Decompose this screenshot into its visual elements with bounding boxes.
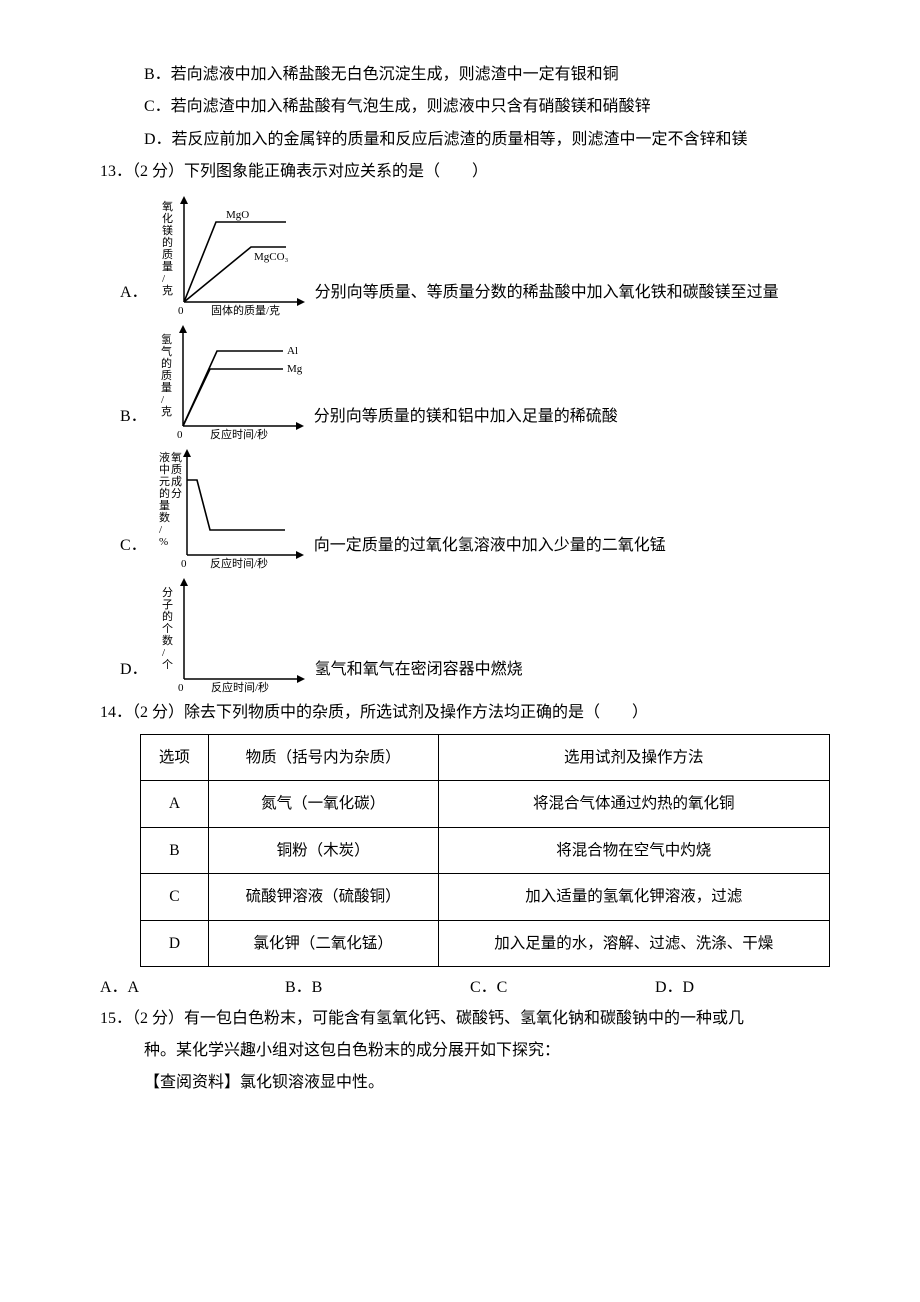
svg-text:0: 0 bbox=[177, 429, 183, 441]
svg-text:质: 质 bbox=[161, 369, 172, 382]
cell: 加入足量的水，溶解、过滤、洗涤、干燥 bbox=[438, 920, 829, 966]
svg-text:反应时间/秒: 反应时间/秒 bbox=[211, 680, 269, 694]
table-row: D 氯化钾（二氧化锰） 加入足量的水，溶解、过滤、洗涤、干燥 bbox=[141, 920, 830, 966]
cell: 铜粉（木炭） bbox=[208, 827, 438, 873]
svg-text:镁: 镁 bbox=[162, 223, 173, 237]
q15-stem: 15．（2 分）有一包白色粉末，可能含有氢氧化钙、碳酸钙、氢氧化钠和碳酸钠中的一… bbox=[80, 1004, 840, 1034]
svg-text:成: 成 bbox=[171, 475, 182, 488]
svg-text:的: 的 bbox=[162, 235, 173, 249]
q14-opt-c: C．C bbox=[470, 973, 655, 1003]
q14-h2: 选用试剂及操作方法 bbox=[438, 734, 829, 780]
q15-ref: 【查阅资料】氯化钡溶液显中性。 bbox=[80, 1068, 840, 1098]
svg-text:反应时间/秒: 反应时间/秒 bbox=[210, 427, 268, 441]
svg-text:0: 0 bbox=[178, 305, 184, 317]
svg-text:氧: 氧 bbox=[171, 450, 182, 464]
svg-text:氧: 氧 bbox=[162, 199, 173, 213]
q13-opt-d-label: D． bbox=[120, 655, 148, 693]
svg-text:克: 克 bbox=[161, 405, 172, 418]
q13-chart-a: MgO MgCO₃ 氧化镁的质量/克 0 固体的质量/克 bbox=[156, 192, 311, 317]
svg-text:氢: 氢 bbox=[161, 332, 172, 346]
table-row: C 硫酸钾溶液（硫酸铜） 加入适量的氢氧化钾溶液，过滤 bbox=[141, 874, 830, 920]
q12-opt-b: B．若向滤液中加入稀盐酸无白色沉淀生成，则滤渣中一定有银和铜 bbox=[80, 60, 840, 90]
svg-text:/: / bbox=[162, 647, 166, 659]
svg-text:/: / bbox=[161, 394, 165, 406]
q13-chart-d: 分子的个数/个 0 反应时间/秒 bbox=[156, 574, 311, 694]
svg-text:量: 量 bbox=[161, 381, 172, 394]
table-row: 选项 物质（括号内为杂质） 选用试剂及操作方法 bbox=[141, 734, 830, 780]
svg-text:的: 的 bbox=[161, 356, 172, 370]
svg-text:0: 0 bbox=[181, 558, 187, 570]
q14-h1: 物质（括号内为杂质） bbox=[208, 734, 438, 780]
svg-text:元: 元 bbox=[159, 476, 170, 488]
svg-text:分: 分 bbox=[162, 586, 173, 599]
svg-text:质: 质 bbox=[162, 248, 173, 261]
cell: C bbox=[141, 874, 209, 920]
svg-text:化: 化 bbox=[162, 211, 173, 225]
q13-opt-d-text: 氢气和氧气在密闭容器中燃烧 bbox=[315, 655, 523, 693]
svg-text:固体的质量/克: 固体的质量/克 bbox=[211, 303, 280, 317]
cell: 将混合气体通过灼热的氧化铜 bbox=[438, 781, 829, 827]
cell: 加入适量的氢氧化钾溶液，过滤 bbox=[438, 874, 829, 920]
q12-opt-d: D．若反应前加入的金属锌的质量和反应后滤渣的质量相等，则滤渣中一定不含锌和镁 bbox=[80, 125, 840, 155]
q13-opt-a-row: A． MgO MgCO₃ 氧化镁的质量/克 0 固体的质量/克 分别向等质量、等… bbox=[80, 192, 840, 317]
q14-opt-d: D．D bbox=[655, 973, 840, 1003]
q15-stem2: 种。某化学兴趣小组对这包白色粉末的成分展开如下探究： bbox=[80, 1036, 840, 1066]
svg-text:克: 克 bbox=[162, 284, 173, 297]
q13-opt-a-text: 分别向等质量、等质量分数的稀盐酸中加入氧化铁和碳酸镁至过量 bbox=[315, 278, 779, 316]
cell: 氮气（一氧化碳） bbox=[208, 781, 438, 827]
svg-text:0: 0 bbox=[178, 682, 184, 694]
q13-opt-a-label: A． bbox=[120, 278, 148, 316]
cell: 将混合物在空气中灼烧 bbox=[438, 827, 829, 873]
table-row: A 氮气（一氧化碳） 将混合气体通过灼热的氧化铜 bbox=[141, 781, 830, 827]
q13-opt-b-row: B． Al Mg 氢气的质量/克 0 反应时间/秒 分别向等质量的镁和铝中加入足… bbox=[80, 321, 840, 441]
svg-text:MgO: MgO bbox=[226, 209, 249, 221]
table-row: B 铜粉（木炭） 将混合物在空气中灼烧 bbox=[141, 827, 830, 873]
q13-opt-b-text: 分别向等质量的镁和铝中加入足量的稀硫酸 bbox=[314, 402, 618, 440]
svg-text:的: 的 bbox=[162, 609, 173, 623]
svg-text:/: / bbox=[159, 524, 163, 536]
svg-text:个: 个 bbox=[162, 658, 173, 671]
q13-stem: 13．（2 分）下列图象能正确表示对应关系的是（ ） bbox=[80, 157, 840, 187]
q14-table: 选项 物质（括号内为杂质） 选用试剂及操作方法 A 氮气（一氧化碳） 将混合气体… bbox=[140, 734, 830, 967]
q14-opts: A．A B．B C．C D．D bbox=[80, 973, 840, 1003]
svg-text:/: / bbox=[162, 273, 166, 285]
q13-chart-b: Al Mg 氢气的质量/克 0 反应时间/秒 bbox=[155, 321, 310, 441]
q13-opt-b-label: B． bbox=[120, 402, 147, 440]
svg-text:液: 液 bbox=[159, 450, 170, 464]
svg-text:中: 中 bbox=[159, 463, 170, 476]
svg-text:个: 个 bbox=[162, 622, 173, 635]
svg-text:数: 数 bbox=[162, 634, 173, 647]
cell: 氯化钾（二氧化锰） bbox=[208, 920, 438, 966]
svg-text:%: % bbox=[159, 536, 168, 548]
svg-text:Mg: Mg bbox=[287, 363, 303, 375]
svg-text:子: 子 bbox=[162, 598, 173, 611]
svg-text:质: 质 bbox=[171, 463, 182, 476]
q14-h0: 选项 bbox=[141, 734, 209, 780]
svg-text:MgCO₃: MgCO₃ bbox=[254, 251, 289, 263]
q14-stem: 14．（2 分）除去下列物质中的杂质，所选试剂及操作方法均正确的是（ ） bbox=[80, 698, 840, 728]
q13-opt-c-text: 向一定质量的过氧化氢溶液中加入少量的二氧化锰 bbox=[314, 531, 666, 569]
q13-opt-c-row: C． 液氧 中质 元成 的分 量 数 / % 0 反应时间/秒 向一定质量的过氧… bbox=[80, 445, 840, 570]
cell: 硫酸钾溶液（硫酸铜） bbox=[208, 874, 438, 920]
q13-chart-c: 液氧 中质 元成 的分 量 数 / % 0 反应时间/秒 bbox=[155, 445, 310, 570]
svg-text:分: 分 bbox=[171, 487, 182, 500]
svg-text:气: 气 bbox=[161, 344, 172, 358]
svg-text:Al: Al bbox=[287, 345, 298, 357]
cell: B bbox=[141, 827, 209, 873]
cell: D bbox=[141, 920, 209, 966]
svg-text:量: 量 bbox=[159, 499, 170, 512]
q14-opt-b: B．B bbox=[285, 973, 470, 1003]
svg-text:的: 的 bbox=[159, 486, 170, 500]
q12-opt-c: C．若向滤渣中加入稀盐酸有气泡生成，则滤液中只含有硝酸镁和硝酸锌 bbox=[80, 92, 840, 122]
cell: A bbox=[141, 781, 209, 827]
q14-opt-a: A．A bbox=[100, 973, 285, 1003]
q13-opt-c-label: C． bbox=[120, 531, 147, 569]
q13-opt-d-row: D． 分子的个数/个 0 反应时间/秒 氢气和氧气在密闭容器中燃烧 bbox=[80, 574, 840, 694]
svg-text:数: 数 bbox=[159, 511, 170, 524]
svg-text:量: 量 bbox=[162, 260, 173, 273]
svg-text:反应时间/秒: 反应时间/秒 bbox=[210, 556, 268, 570]
